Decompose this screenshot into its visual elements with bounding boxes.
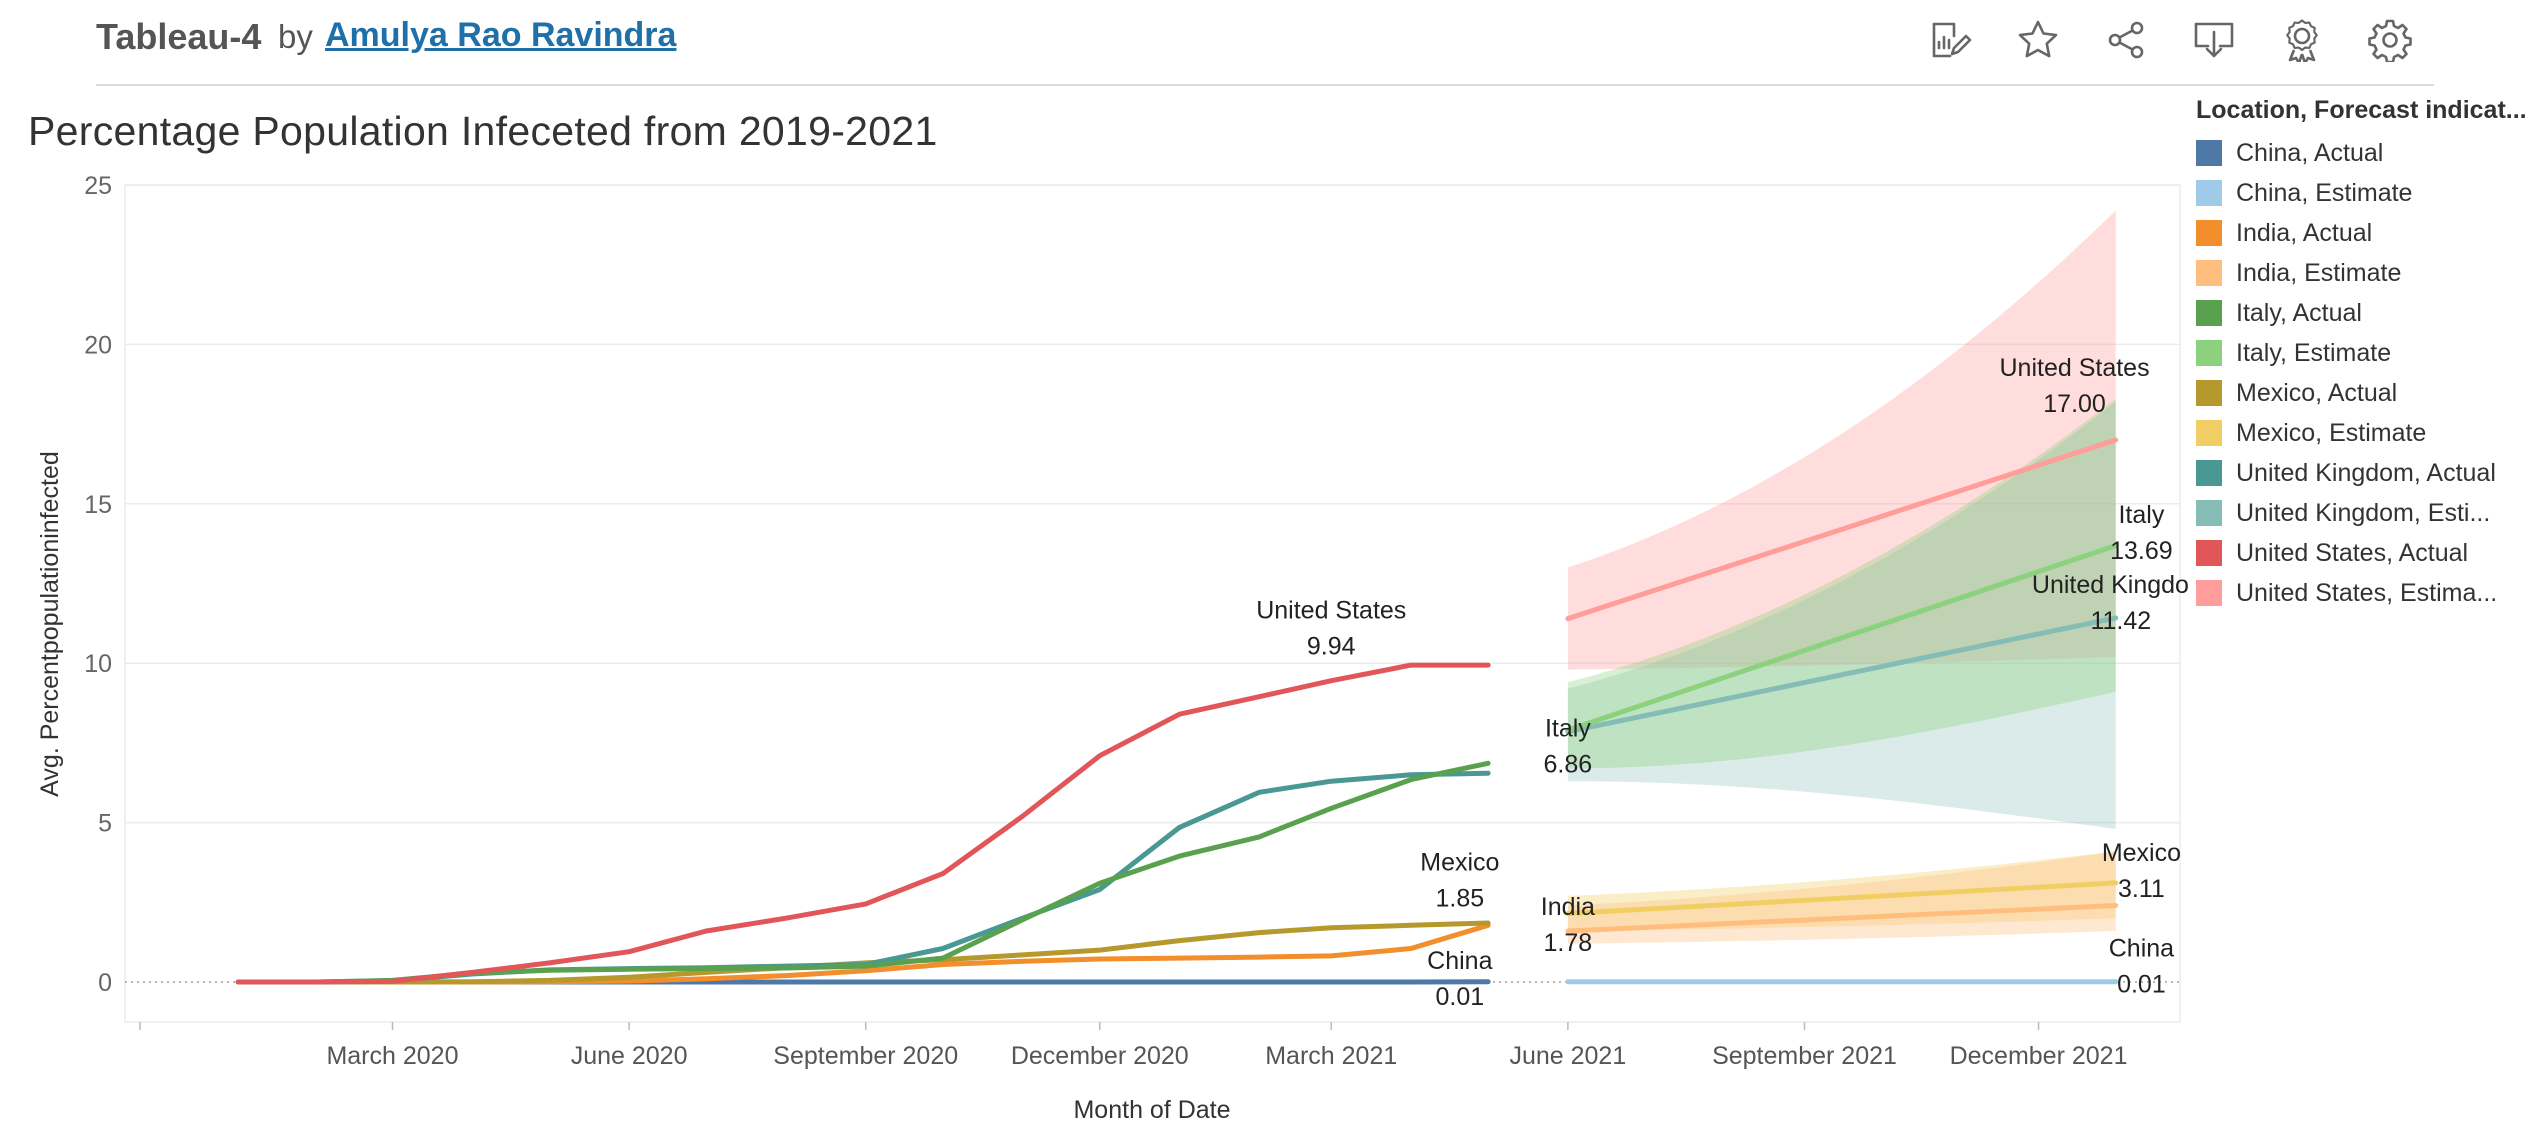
forecast-line-india bbox=[1565, 903, 2119, 934]
actual-location-label: United States bbox=[1256, 597, 1406, 625]
actual-line-united-states bbox=[235, 662, 1491, 985]
actual-location-label: India bbox=[1541, 893, 1595, 921]
actual-line-united-kingdom bbox=[235, 770, 1491, 985]
legend-label: United States, Estima... bbox=[2236, 578, 2498, 607]
x-tick-label: September 2020 bbox=[773, 1042, 958, 1070]
forecast-line-mexico bbox=[1565, 880, 2119, 916]
forecast-location-label: United Kingdom bbox=[2032, 571, 2190, 599]
x-tick-label: December 2020 bbox=[1011, 1042, 1189, 1070]
edit-icon[interactable] bbox=[1928, 18, 1972, 62]
legend-item[interactable]: United Kingdom, Esti... bbox=[2196, 493, 2516, 533]
y-tick-label: 25 bbox=[84, 172, 112, 200]
legend-label: United States, Actual bbox=[2236, 538, 2469, 567]
forecast-line-italy bbox=[1565, 543, 2119, 733]
x-tick-label: June 2021 bbox=[1509, 1042, 1626, 1070]
forecast-location-label: Italy bbox=[2118, 501, 2164, 529]
x-tick-label: September 2021 bbox=[1712, 1042, 1897, 1070]
y-tick-label: 0 bbox=[98, 969, 112, 997]
actual-value-label: 0.01 bbox=[1436, 983, 1485, 1011]
legend-swatch bbox=[2196, 220, 2222, 246]
forecast-location-label: China bbox=[2109, 934, 2174, 962]
legend-title: Location, Forecast indicat... bbox=[2196, 96, 2527, 124]
legend-label: United Kingdom, Esti... bbox=[2236, 498, 2491, 527]
actual-line-italy bbox=[235, 760, 1491, 985]
legend-item[interactable]: India, Estimate bbox=[2196, 253, 2516, 293]
legend-swatch bbox=[2196, 580, 2222, 606]
legend-label: China, Estimate bbox=[2236, 178, 2413, 207]
legend-swatch bbox=[2196, 260, 2222, 286]
legend-label: China, Actual bbox=[2236, 138, 2384, 167]
legend-swatch bbox=[2196, 140, 2222, 166]
forecast-location-label: Mexico bbox=[2102, 839, 2181, 867]
legend-item[interactable]: Italy, Estimate bbox=[2196, 333, 2516, 373]
header-divider bbox=[96, 84, 2434, 86]
legend-item[interactable]: China, Actual bbox=[2196, 133, 2516, 173]
forecast-value-label: 0.01 bbox=[2117, 970, 2166, 998]
legend-item[interactable]: China, Estimate bbox=[2196, 173, 2516, 213]
by-text: by bbox=[278, 18, 313, 55]
x-tick-label: December 2021 bbox=[1950, 1042, 2128, 1070]
forecast-band-united-states bbox=[1567, 210, 2116, 670]
forecast-band-italy bbox=[1567, 398, 2116, 769]
x-axis-title: Month of Date bbox=[1073, 1096, 1230, 1124]
y-axis-title: Avg. Percentpopulationinfected bbox=[36, 451, 64, 797]
legend-item[interactable]: United Kingdom, Actual bbox=[2196, 453, 2516, 493]
legend-label: Italy, Actual bbox=[2236, 298, 2362, 327]
forecast-location-label: United States bbox=[2000, 354, 2150, 382]
legend-item[interactable]: India, Actual bbox=[2196, 213, 2516, 253]
legend-label: India, Actual bbox=[2236, 218, 2373, 247]
legend-item[interactable]: United States, Actual bbox=[2196, 533, 2516, 573]
legend-swatch bbox=[2196, 300, 2222, 326]
legend-swatch bbox=[2196, 460, 2222, 486]
y-tick-label: 20 bbox=[84, 331, 112, 359]
actual-location-label: China bbox=[1427, 947, 1492, 975]
x-tick-label: March 2021 bbox=[1265, 1042, 1397, 1070]
forecast-line-united-kingdom bbox=[1565, 615, 2119, 735]
author-link[interactable]: Amulya Rao Ravindra bbox=[325, 16, 677, 54]
legend-item[interactable]: Mexico, Actual bbox=[2196, 373, 2516, 413]
actual-location-label: Italy bbox=[1545, 714, 1591, 742]
actual-value-label: 9.94 bbox=[1307, 633, 1356, 661]
forecast-value-label: 11.42 bbox=[2090, 607, 2151, 635]
actual-value-label: 1.78 bbox=[1544, 929, 1593, 957]
legend-label: India, Estimate bbox=[2236, 258, 2402, 287]
forecast-value-label: 3.11 bbox=[2118, 875, 2165, 903]
star-icon[interactable] bbox=[2016, 18, 2060, 62]
forecast-value-label: 17.00 bbox=[2043, 390, 2106, 418]
legend-swatch bbox=[2196, 380, 2222, 406]
legend-swatch bbox=[2196, 340, 2222, 366]
legend: Location, Forecast indicat... China, Act… bbox=[2196, 96, 2527, 613]
y-tick-label: 15 bbox=[84, 491, 112, 519]
actual-value-label: 6.86 bbox=[1544, 750, 1593, 778]
actual-line-india bbox=[235, 922, 1491, 985]
forecast-line-united-states bbox=[1565, 437, 2119, 622]
gear-icon[interactable] bbox=[2368, 18, 2412, 64]
actual-location-label: Mexico bbox=[1420, 848, 1499, 876]
chart-title: Percentage Population Infeceted from 201… bbox=[28, 108, 938, 154]
legend-item[interactable]: Mexico, Estimate bbox=[2196, 413, 2516, 453]
x-tick-label: March 2020 bbox=[326, 1042, 458, 1070]
legend-label: Mexico, Actual bbox=[2236, 378, 2398, 407]
line-chart[interactable]: United States 9.94 Italy 6.86 Mexico 1.85 Indi… bbox=[0, 0, 2190, 1132]
legend-item[interactable]: Italy, Actual bbox=[2196, 293, 2516, 333]
viz-name: Tableau-4 bbox=[96, 16, 262, 57]
forecast-band-united-kingdom bbox=[1567, 401, 2116, 829]
forecast-value-label: 13.69 bbox=[2110, 537, 2173, 565]
share-icon[interactable] bbox=[2104, 18, 2148, 62]
y-tick-label: 5 bbox=[98, 810, 112, 838]
legend-swatch bbox=[2196, 180, 2222, 206]
download-icon[interactable] bbox=[2192, 18, 2236, 62]
viz-header: Tableau-4 by Amulya Rao Ravindra bbox=[0, 0, 2532, 86]
actual-value-label: 1.85 bbox=[1436, 884, 1485, 912]
legend-item[interactable]: United States, Estima... bbox=[2196, 573, 2516, 613]
legend-label: Italy, Estimate bbox=[2236, 338, 2392, 367]
badge-icon[interactable] bbox=[2280, 18, 2324, 65]
legend-swatch bbox=[2196, 540, 2222, 566]
x-tick-label: June 2020 bbox=[571, 1042, 688, 1070]
legend-label: Mexico, Estimate bbox=[2236, 418, 2427, 447]
legend-swatch bbox=[2196, 500, 2222, 526]
legend-label: United Kingdom, Actual bbox=[2236, 458, 2496, 487]
legend-swatch bbox=[2196, 420, 2222, 446]
y-tick-label: 10 bbox=[84, 650, 112, 678]
